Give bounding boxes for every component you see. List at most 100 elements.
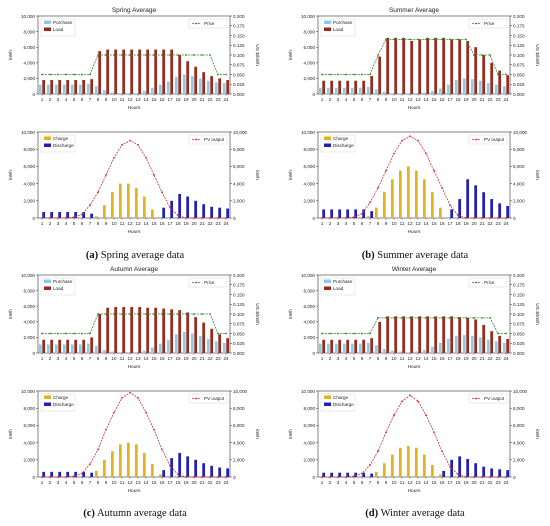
bar-load [418,39,422,94]
line-point [121,396,123,399]
line-point [385,431,387,434]
bar-charge [134,444,138,477]
line-point [153,54,155,56]
bar-discharge [458,456,462,477]
line-point [97,191,99,194]
legend-swatch [324,20,331,24]
x-tick-label: 1 [321,97,324,102]
bar-purchase [494,84,498,94]
line-point [481,217,483,219]
line-point [57,217,59,219]
bar-load [210,76,214,94]
x-tick-label: 13 [415,97,421,102]
line-point [113,156,115,159]
legend-label: Charge [53,136,69,141]
x-tick-label: 18 [455,97,461,102]
bar-load [330,80,334,94]
bar-load [218,78,222,94]
line-point [121,54,123,56]
bar-purchase [486,339,490,353]
line-point [49,217,51,219]
x-tick-label: 10 [391,221,397,226]
bar-load [362,339,366,353]
y2-tick-label: 0.050 [513,72,525,77]
bar-purchase [358,87,362,94]
bar-purchase [318,87,322,94]
legend-bars: Charge Discharge [40,393,76,412]
line-point [185,217,187,219]
bar-purchase [78,344,82,353]
bar-purchase [134,352,138,353]
y2-tick-label: 0.125 [513,43,525,48]
bar-load [186,61,190,94]
bar-purchase [358,343,362,353]
bar-discharge [338,472,342,477]
bar-charge [414,170,418,218]
line-point [41,217,43,219]
line-point [89,463,91,465]
x-tick-label: 11 [400,356,405,361]
x-tick-label: 14 [423,221,429,226]
x-tick-label: 2 [329,221,332,226]
y2-tick-label: 0.075 [513,322,525,327]
line-point [425,38,427,41]
bar-load [154,307,158,353]
line-point [201,217,203,219]
x-tick-label: 12 [127,480,133,485]
y2-tick-label: 0 [233,475,236,480]
legend-marker [475,138,478,141]
chart-2: 0 2,000 4,000 6,000 8,000 10,000 0 2,000 4,000 6,… [8,130,260,235]
bar-load [66,79,70,94]
y2-tick-label: 10,000 [233,130,247,135]
bar-discharge [218,467,222,477]
legend-marker [195,281,198,284]
y-tick-label: 6,000 [304,45,316,50]
y2-tick-label: 0.050 [233,72,245,77]
y-tick-label: 8,000 [24,29,36,34]
line-point [457,38,459,41]
bar-charge [94,216,98,218]
bar-load [378,56,382,94]
legend-marker [475,397,478,400]
line-point [177,54,179,56]
caption-d: (d) Winter average data [365,508,465,519]
y-tick-label: 8,000 [24,147,36,152]
bar-discharge [162,207,166,218]
line-point [41,476,43,478]
x-tick-label: 2 [49,97,52,102]
bar-charge [390,454,394,477]
line-point [169,464,171,467]
bar-charge [374,471,378,477]
y2-tick-label: 0.200 [233,273,245,278]
line-point [185,54,187,56]
bar-charge [102,205,106,218]
bar-load [402,316,406,353]
bar-discharge [330,209,334,218]
line-point [385,169,387,172]
y-tick-label: 10,000 [21,14,35,19]
bar-discharge [362,209,366,218]
legend-label: PV output [204,396,225,401]
x-tick-label: 21 [479,97,485,102]
bar-discharge [58,211,62,218]
y-tick-label: 8,000 [304,147,316,152]
line-point [385,38,387,41]
x-tick-label: 20 [191,221,197,226]
x-tick-label: 12 [127,97,133,102]
line-point [81,472,83,475]
line-point [73,332,75,335]
line-point [161,191,163,194]
bar-discharge [506,205,510,218]
line-point [441,187,443,189]
bar-purchase [470,335,474,353]
line-point [337,332,339,335]
x-tick-label: 12 [407,356,413,361]
y-tick-label: 8,000 [24,288,36,293]
y-tick-label: 0 [32,351,35,356]
bar-load [466,40,470,94]
x-tick-label: 18 [175,356,181,361]
legend-label: Purchase [333,20,353,25]
x-tick-label: 17 [447,356,453,361]
line-point [161,313,163,315]
bar-charge [158,474,162,477]
